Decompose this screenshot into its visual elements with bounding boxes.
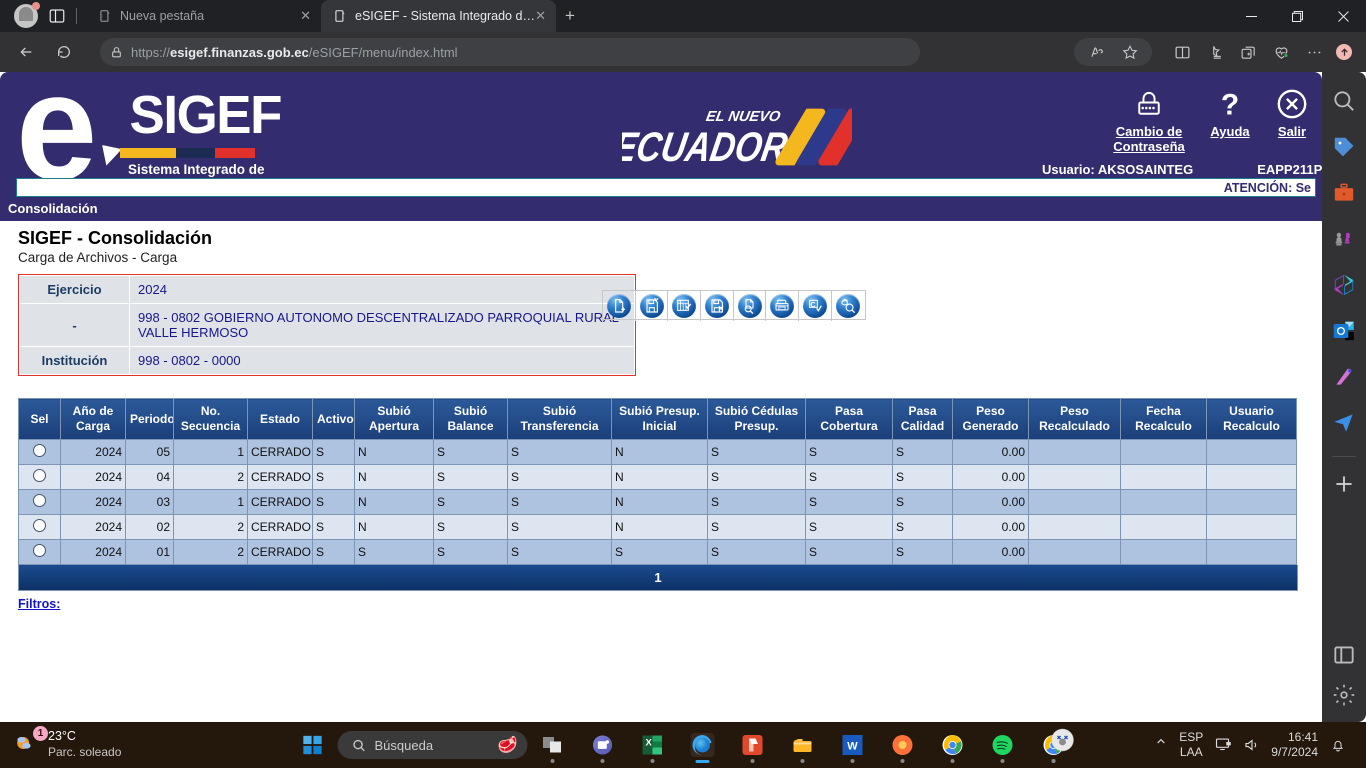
svg-text:X: X: [646, 738, 653, 749]
svg-text:W: W: [847, 741, 858, 753]
svg-text:ECUADOR: ECUADOR: [622, 123, 791, 170]
svg-text:?: ?: [1221, 89, 1239, 122]
